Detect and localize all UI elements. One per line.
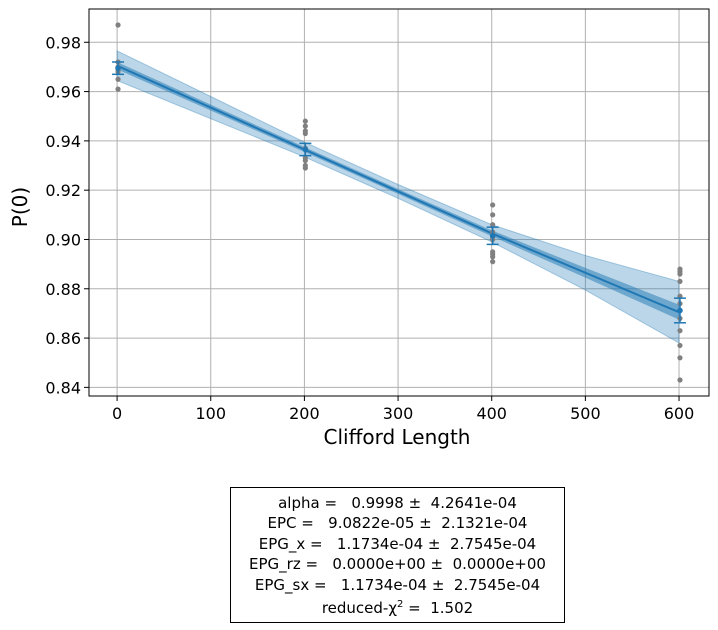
x-axis-ticks: 0 100 200 300 400 500 600: [112, 396, 694, 423]
raw-data-point: [677, 342, 683, 349]
fit-curve: [116, 64, 680, 314]
raw-data-point: [677, 278, 683, 284]
y-tick-label: 0.96: [45, 83, 81, 102]
rb-decay-chart: 0 100 200 300 400 500 600 0.84 0.86 0.88 0.90 0.92…: [8, 8, 710, 449]
grid: [89, 9, 709, 396]
raw-data-point: [302, 165, 308, 171]
mean-point: [677, 307, 683, 314]
y-axis-ticks: 0.84 0.86 0.88 0.90 0.92 0.94 0.96 0.98: [45, 33, 89, 397]
raw-data-point: [115, 76, 121, 82]
raw-data-point: [490, 202, 496, 208]
fit-epg-rz: EPG_rz = 0.0000e+00 ± 0.0000e+00: [249, 555, 546, 573]
y-tick-label: 0.86: [45, 329, 81, 348]
fit-alpha: alpha = 0.9998 ± 4.2641e-04: [278, 493, 517, 512]
fit-results-box: alpha = 0.9998 ± 4.2641e-04 EPC = 9.0822…: [230, 487, 565, 623]
x-axis-title: Clifford Length: [323, 425, 470, 449]
raw-data-point: [302, 118, 308, 124]
fit-reduced-chi2: reduced-χ2 = 1.502: [322, 595, 473, 619]
x-tick-label: 300: [383, 404, 414, 423]
fit-epg-x: EPG_x = 1.1734e-04 ± 2.7545e-04: [258, 534, 537, 553]
y-axis-title: P(0): [8, 187, 32, 227]
raw-data-point: [490, 259, 496, 265]
y-tick-label: 0.84: [45, 378, 81, 397]
raw-data-point: [302, 123, 308, 129]
raw-data-point: [115, 22, 121, 28]
mean-error-bars: [112, 61, 686, 324]
y-tick-label: 0.92: [45, 181, 81, 200]
fit-line: [116, 64, 680, 314]
raw-data-point: [677, 377, 683, 383]
x-tick-label: 0: [112, 404, 122, 423]
y-tick-label: 0.90: [45, 230, 81, 249]
mean-point: [302, 146, 309, 153]
chi2-value: = 1.502: [403, 599, 474, 617]
x-tick-label: 100: [195, 404, 226, 423]
x-tick-label: 200: [289, 404, 320, 423]
raw-data-point: [490, 222, 496, 228]
x-tick-label: 500: [570, 404, 601, 423]
x-tick-label: 600: [664, 404, 695, 423]
raw-data-point: [302, 157, 308, 164]
raw-data-point: [302, 130, 308, 137]
mean-point: [489, 232, 496, 239]
chi2-superscript: 2: [396, 599, 404, 610]
raw-data-point: [677, 328, 683, 334]
chi2-prefix: reduced-χ: [321, 599, 397, 617]
y-tick-label: 0.88: [45, 280, 81, 299]
raw-data-point: [677, 355, 683, 361]
raw-data-point: [490, 254, 496, 260]
mean-point: [115, 65, 121, 71]
x-tick-label: 400: [476, 404, 507, 423]
fit-epg-sx: EPG_sx = 1.1734e-04 ± 2.7545e-04: [254, 575, 541, 594]
plot-frame: [88, 8, 710, 397]
y-tick-label: 0.94: [45, 132, 81, 151]
fit-band-outer: [116, 50, 680, 344]
raw-data-points: [115, 22, 683, 383]
fit-epc: EPC = 9.0822e-05 ± 2.1321e-04: [267, 514, 528, 532]
raw-data-point: [490, 212, 496, 218]
raw-data-point: [677, 271, 683, 277]
raw-data-point: [115, 86, 121, 92]
y-tick-label: 0.98: [45, 33, 81, 52]
